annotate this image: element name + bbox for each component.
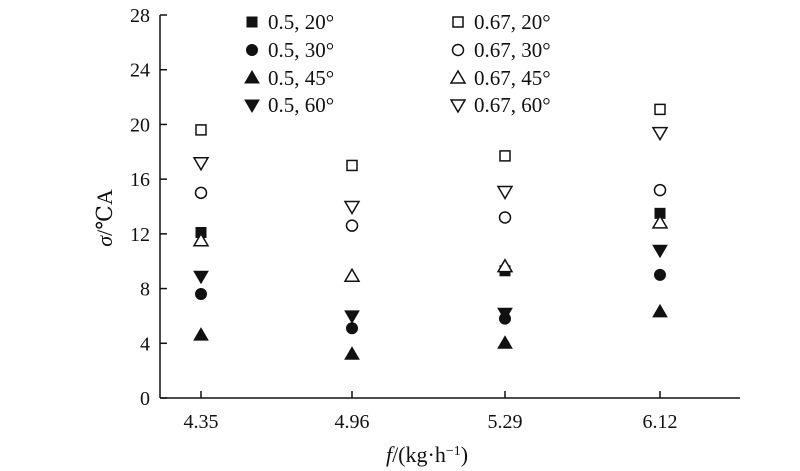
legend-label: 0.67, 20° — [474, 10, 551, 34]
legend-marker — [246, 16, 258, 28]
data-point — [651, 126, 669, 142]
legend-label: 0.5, 45° — [268, 66, 334, 90]
data-point — [651, 214, 669, 229]
data-point — [653, 183, 667, 197]
y-tick-label: 28 — [130, 5, 150, 27]
data-point — [654, 103, 666, 116]
y-tick-label: 24 — [130, 60, 150, 82]
y-axis-label-unit: /℃A — [92, 189, 117, 236]
data-point — [652, 303, 668, 318]
legend-label: 0.5, 20° — [268, 10, 334, 34]
y-axis-label: σ/℃A — [92, 189, 117, 247]
data-point — [192, 232, 210, 247]
data-point — [496, 185, 514, 200]
data-point — [652, 244, 668, 259]
data-point — [343, 267, 361, 283]
y-tick-label: 12 — [130, 224, 150, 246]
x-tick-label: 6.12 — [643, 411, 678, 433]
legend-marker — [452, 16, 464, 28]
legend-label: 0.67, 45° — [474, 66, 551, 90]
legend-label: 0.67, 60° — [474, 93, 551, 117]
legend-marker — [246, 44, 258, 56]
x-tick-label: 4.35 — [184, 411, 219, 433]
y-tick-label: 4 — [140, 333, 150, 355]
data-point — [497, 307, 513, 322]
y-tick-label: 20 — [130, 114, 150, 136]
data-point — [344, 346, 360, 360]
y-tick-label: 16 — [130, 169, 150, 191]
y-axis-label-var: σ — [92, 235, 117, 247]
axes: 0 4 8 12 16 20 24 28 4.35 4.96 5.29 6.12 — [130, 5, 740, 433]
y-tick-label: 8 — [140, 279, 150, 301]
data-point — [496, 258, 514, 273]
data-point — [195, 288, 207, 301]
legend: 0.5, 20° 0.5, 30° 0.5, 45° 0.5, 60° 0.67, 20… — [244, 10, 551, 117]
data-point — [193, 270, 209, 285]
legend-marker — [449, 69, 467, 84]
x-tick-label: 5.29 — [488, 411, 523, 433]
data-point — [195, 124, 207, 136]
legend-marker — [451, 43, 465, 57]
data-point — [346, 322, 358, 335]
legend-label: 0.5, 30° — [268, 38, 334, 62]
x-tick-label: 4.96 — [335, 411, 370, 433]
data-point — [193, 327, 209, 341]
x-axis-label-var: f — [386, 442, 395, 467]
data-point — [499, 150, 511, 162]
y-tick-label: 0 — [140, 388, 150, 410]
data-point — [192, 156, 210, 172]
data-point — [194, 186, 208, 200]
data-point — [345, 219, 359, 232]
data-point — [497, 335, 513, 349]
x-axis-label-sup: −1 — [446, 444, 461, 459]
x-axis-label-unit: /(kg·h — [392, 442, 446, 467]
legend-marker — [244, 99, 260, 113]
legend-marker — [244, 70, 260, 84]
x-axis-label: f/(kg·h−1) — [386, 442, 468, 467]
legend-marker — [449, 99, 467, 114]
data-point — [498, 211, 512, 224]
legend-label: 0.5, 60° — [268, 93, 334, 117]
data-point — [346, 159, 358, 172]
x-axis-label-close: ) — [461, 442, 468, 467]
legend-label: 0.67, 30° — [474, 38, 551, 62]
data-points — [192, 103, 669, 360]
data-point — [344, 310, 360, 324]
data-point — [654, 268, 666, 281]
data-point — [343, 200, 361, 215]
